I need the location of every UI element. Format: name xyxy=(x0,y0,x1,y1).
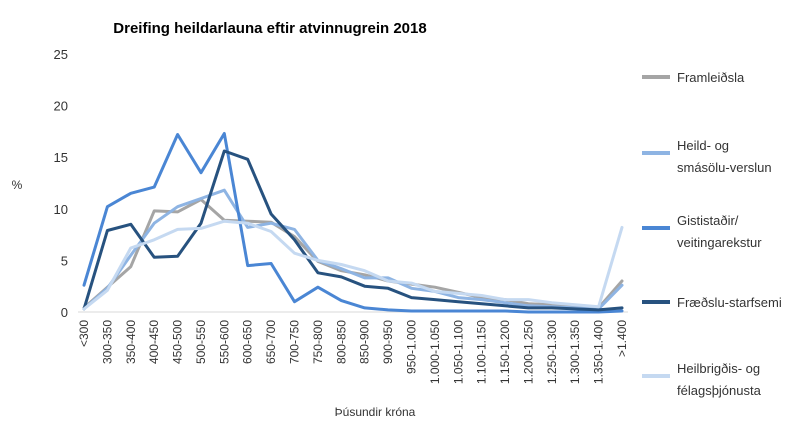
x-axis-ticks: <300 300-350 350-400 400-450 450-500 500-550 5… xyxy=(77,320,629,384)
series-line xyxy=(82,132,624,314)
chart-title: Dreifing heildarlauna eftir atvinnugrein… xyxy=(113,20,426,37)
y-tick-label: 15 xyxy=(54,150,68,165)
y-tick-label: 10 xyxy=(54,202,68,217)
y-tick-label: 5 xyxy=(61,253,68,268)
legend-label: Fræðslu-starfsemi xyxy=(677,295,782,310)
series-lines xyxy=(82,132,624,314)
x-tick-label: 400-450 xyxy=(147,320,161,364)
x-tick-label: 550-600 xyxy=(217,320,231,364)
legend-label: Heild- og smásölu-verslun xyxy=(677,138,772,175)
x-tick-label: 1.200-1.250 xyxy=(521,320,535,384)
x-tick-label: 750-800 xyxy=(311,320,325,364)
legend-label: Framleiðsla xyxy=(677,70,745,85)
x-tick-label: 1.050-1.100 xyxy=(451,320,465,384)
series-line xyxy=(82,149,624,312)
y-tick-label: 0 xyxy=(61,305,68,320)
x-tick-label: 1.350-1.400 xyxy=(592,320,606,384)
x-tick-label: 950-1.000 xyxy=(404,320,418,374)
x-axis-label: Þúsundir króna xyxy=(335,405,416,419)
y-tick-label: 20 xyxy=(54,99,68,114)
x-tick-label: 850-900 xyxy=(358,320,372,364)
x-tick-label: 1.100-1.150 xyxy=(475,320,489,384)
legend-label: Gististaðir/veitingarekstur xyxy=(677,213,762,250)
x-tick-label: 300-350 xyxy=(100,320,114,364)
legend: Framleiðsla Heild- og smásölu-verslun Gisti… xyxy=(642,70,782,398)
x-tick-label: 1.250-1.300 xyxy=(545,320,559,384)
series-line xyxy=(82,188,624,311)
y-axis-label: % xyxy=(12,178,23,192)
x-tick-label: 1.150-1.200 xyxy=(498,320,512,384)
y-axis-ticks: 0 5 10 15 20 25 xyxy=(54,47,68,320)
x-tick-label: 450-500 xyxy=(171,320,185,364)
x-tick-label: 700-750 xyxy=(288,320,302,364)
x-tick-label: 800-850 xyxy=(334,320,348,364)
x-tick-label: 350-400 xyxy=(124,320,138,364)
x-tick-label: 650-700 xyxy=(264,320,278,364)
x-tick-label: <300 xyxy=(77,320,91,347)
x-tick-label: 600-650 xyxy=(241,320,255,364)
y-tick-label: 25 xyxy=(54,47,68,62)
x-tick-label: 1.000-1.050 xyxy=(428,320,442,384)
x-tick-label: 900-950 xyxy=(381,320,395,364)
x-tick-label: 1.300-1.350 xyxy=(568,320,582,384)
series-line xyxy=(82,219,624,311)
legend-label: Heilbrigðis- og félagsþjónusta xyxy=(677,361,762,398)
x-tick-label: 500-550 xyxy=(194,320,208,364)
x-tick-label: >1.400 xyxy=(615,320,629,357)
